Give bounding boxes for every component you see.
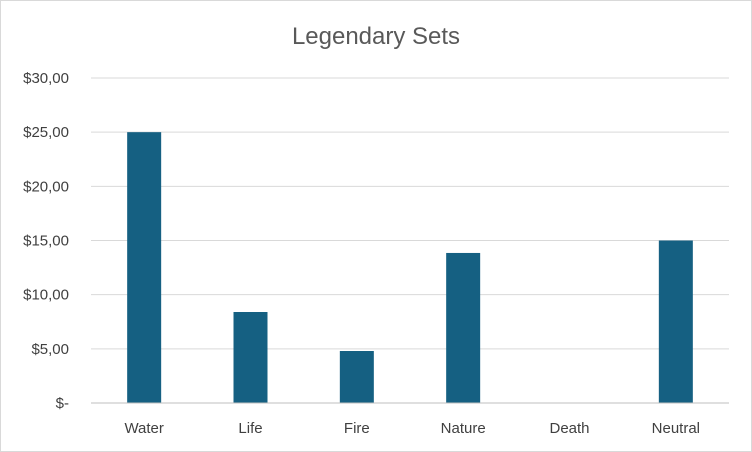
y-tick-label: $15,00 — [23, 233, 69, 250]
x-tick-label: Neutral — [652, 420, 700, 437]
chart-title: Legendary Sets — [292, 23, 460, 50]
x-axis-tick-labels: Water Life Fire Nature Death Neutral — [124, 420, 700, 437]
gridlines — [91, 77, 729, 350]
x-tick-label: Water — [124, 420, 163, 437]
y-tick-label: $30,00 — [23, 70, 69, 87]
y-tick-label: $25,00 — [23, 124, 69, 141]
y-tick-label: $20,00 — [23, 178, 69, 195]
y-tick-label: $5,00 — [31, 341, 69, 358]
y-tick-label: $- — [56, 395, 69, 412]
x-tick-label: Life — [238, 420, 262, 437]
bar-nature — [446, 252, 481, 403]
x-tick-label: Death — [549, 420, 589, 437]
bar-fire — [339, 351, 374, 403]
bar-life — [233, 312, 268, 403]
y-tick-label: $10,00 — [23, 287, 69, 304]
bar-neutral — [658, 240, 693, 403]
y-axis-tick-labels: $- $5,00 $10,00 $15,00 $20,00 $25,00 $30,00 — [23, 70, 69, 412]
x-tick-label: Fire — [344, 420, 370, 437]
x-tick-label: Nature — [441, 420, 486, 437]
bar-water — [127, 132, 162, 403]
bars — [127, 132, 693, 403]
